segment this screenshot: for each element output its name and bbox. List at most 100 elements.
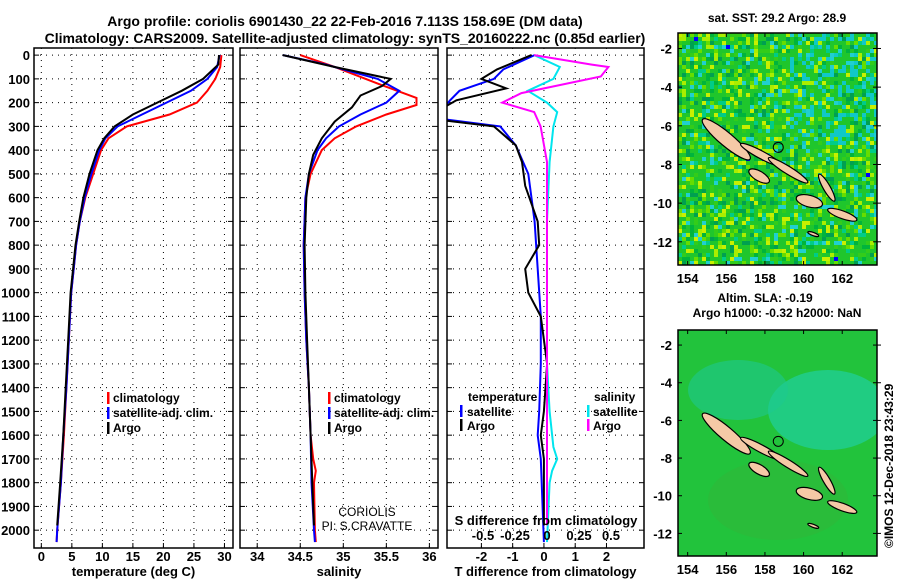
- sst-cell: [770, 69, 774, 73]
- sst-cell: [734, 93, 738, 97]
- sst-cell: [850, 149, 854, 153]
- sst-cell: [682, 53, 686, 57]
- sst-cell: [786, 33, 790, 37]
- sst-cell: [754, 141, 758, 145]
- sst-cell: [782, 49, 786, 53]
- sst-cell: [814, 133, 818, 137]
- sst-cell: [762, 57, 766, 61]
- sst-cell: [794, 85, 798, 89]
- lon-tick-label: 160: [793, 271, 815, 286]
- sst-cell: [806, 213, 810, 217]
- sst-cell: [766, 49, 770, 53]
- sst-cell: [702, 213, 706, 217]
- sst-cell: [690, 125, 694, 129]
- sst-cell: [702, 253, 706, 257]
- sst-cell: [682, 197, 686, 201]
- sst-cell: [874, 113, 877, 117]
- sst-cell: [850, 221, 854, 225]
- sst-cell: [866, 125, 870, 129]
- sst-cell: [726, 193, 730, 197]
- sst-cell: [830, 121, 834, 125]
- sst-cell: [746, 93, 750, 97]
- sst-cell: [774, 101, 778, 105]
- sst-cell: [818, 61, 822, 65]
- sst-cell: [838, 165, 842, 169]
- sst-cell: [706, 77, 710, 81]
- sst-cell: [866, 197, 870, 201]
- sst-cell: [834, 101, 838, 105]
- sst-cell: [762, 89, 766, 93]
- sst-cell: [762, 113, 766, 117]
- sst-cell: [842, 113, 846, 117]
- sst-cell: [698, 229, 702, 233]
- sst-cell: [850, 245, 854, 249]
- sst-cell: [694, 37, 698, 41]
- sst-cell: [694, 181, 698, 185]
- sst-cell: [822, 161, 826, 165]
- sst-cell: [802, 237, 806, 241]
- sst-cell: [682, 201, 686, 205]
- sst-cell: [826, 125, 830, 129]
- sst-cell: [678, 41, 682, 45]
- sst-cell: [802, 173, 806, 177]
- sst-cell: [682, 253, 686, 257]
- sst-cell: [734, 229, 738, 233]
- sst-cell: [698, 213, 702, 217]
- sst-cell: [814, 165, 818, 169]
- sst-cell: [782, 173, 786, 177]
- sst-cell: [746, 41, 750, 45]
- sst-cell: [866, 41, 870, 45]
- sst-cell: [846, 229, 850, 233]
- sst-cell: [834, 53, 838, 57]
- sst-cell: [778, 77, 782, 81]
- sst-cell: [766, 253, 770, 257]
- sst-cell: [706, 41, 710, 45]
- sst-cell: [790, 237, 794, 241]
- sst-cell: [862, 105, 866, 109]
- sst-cell: [810, 89, 814, 93]
- sst-cell: [706, 93, 710, 97]
- sst-cell: [858, 185, 862, 189]
- sst-cell: [786, 225, 790, 229]
- sst-cell: [826, 49, 830, 53]
- sst-cell: [774, 69, 778, 73]
- x2-tick-label: -0.25: [500, 528, 530, 543]
- lon-tick-label: 154: [677, 562, 699, 577]
- sst-cell: [702, 209, 706, 213]
- sst-cell: [678, 157, 682, 161]
- sst-cell: [778, 261, 782, 265]
- sst-cell: [750, 209, 754, 213]
- sst-cell: [774, 137, 778, 141]
- sst-cell: [710, 57, 714, 61]
- sst-cell: [782, 69, 786, 73]
- sst-cell: [854, 73, 858, 77]
- sst-cell: [810, 53, 814, 57]
- x-tick-label: 0: [540, 549, 547, 564]
- sst-cell: [810, 181, 814, 185]
- sst-cell: [698, 73, 702, 77]
- sst-cell: [834, 229, 838, 233]
- sst-cell: [830, 53, 834, 57]
- sst-cell: [794, 33, 798, 37]
- sst-cell: [694, 261, 698, 265]
- sst-cell: [850, 133, 854, 137]
- sst-cell: [870, 257, 874, 261]
- sst-cell: [766, 129, 770, 133]
- sst-cell: [830, 57, 834, 61]
- island-land: [795, 193, 824, 209]
- sst-cell: [690, 109, 694, 113]
- sst-cell: [846, 137, 850, 141]
- sst-cell: [838, 145, 842, 149]
- sst-cell: [706, 65, 710, 69]
- sst-cell: [854, 145, 858, 149]
- sst-cell: [782, 253, 786, 257]
- sst-cell: [702, 237, 706, 241]
- sst-cell: [742, 233, 746, 237]
- sst-cell: [770, 89, 774, 93]
- sst-cell: [770, 257, 774, 261]
- sst-cell: [730, 217, 734, 221]
- sst-cell: [678, 209, 682, 213]
- plot-frame: [239, 47, 439, 549]
- sst-cell: [854, 133, 858, 137]
- lat-tick-label: -4: [660, 80, 672, 95]
